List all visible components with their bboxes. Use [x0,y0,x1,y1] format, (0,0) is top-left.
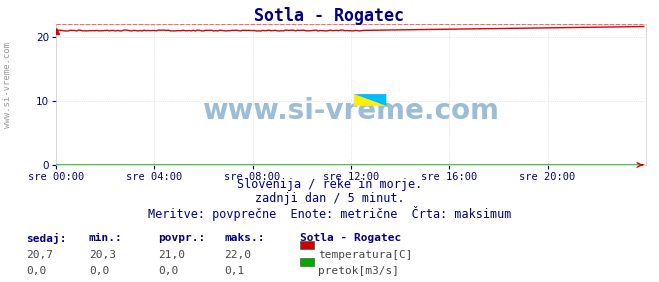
Text: pretok[m3/s]: pretok[m3/s] [318,266,399,276]
Polygon shape [354,94,386,106]
Text: www.si-vreme.com: www.si-vreme.com [3,42,13,127]
Text: 21,0: 21,0 [158,250,185,259]
Text: 22,0: 22,0 [224,250,251,259]
Text: 20,3: 20,3 [89,250,116,259]
Polygon shape [354,94,386,106]
Text: temperatura[C]: temperatura[C] [318,250,413,259]
Text: 0,0: 0,0 [26,266,47,276]
Text: Sotla - Rogatec: Sotla - Rogatec [300,233,401,243]
Text: min.:: min.: [89,233,123,243]
Text: Sotla - Rogatec: Sotla - Rogatec [254,7,405,25]
Text: zadnji dan / 5 minut.: zadnji dan / 5 minut. [254,192,405,205]
Text: sedaj:: sedaj: [26,233,67,244]
Text: 0,0: 0,0 [158,266,179,276]
Text: www.si-vreme.com: www.si-vreme.com [202,97,500,125]
Text: maks.:: maks.: [224,233,264,243]
Text: 0,0: 0,0 [89,266,109,276]
Text: 0,1: 0,1 [224,266,244,276]
Text: Meritve: povprečne  Enote: metrične  Črta: maksimum: Meritve: povprečne Enote: metrične Črta:… [148,206,511,221]
Text: 20,7: 20,7 [26,250,53,259]
Text: povpr.:: povpr.: [158,233,206,243]
Text: Slovenija / reke in morje.: Slovenija / reke in morje. [237,178,422,191]
